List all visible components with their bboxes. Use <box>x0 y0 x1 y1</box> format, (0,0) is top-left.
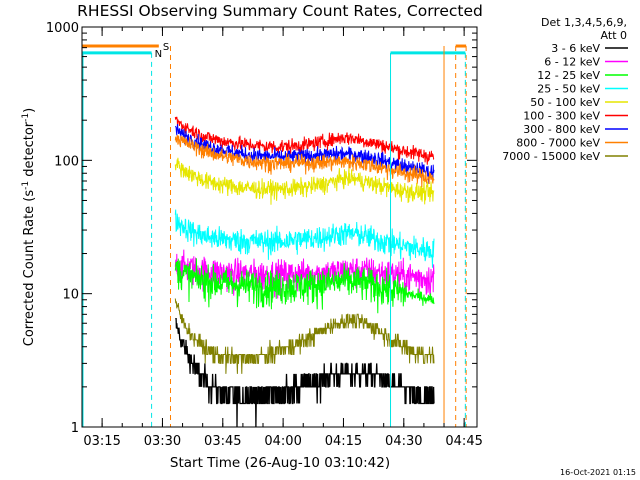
x-tick-label: 03:30 <box>144 434 181 449</box>
y-tick-label: 100 <box>54 154 79 169</box>
legend-header: Att 0 <box>601 29 627 42</box>
series-line-25-50kev <box>174 209 435 268</box>
legend-header: Det 1,3,4,5,6,9, <box>541 16 627 29</box>
legend-entry-label: 3 - 6 keV <box>551 42 600 55</box>
y-axis-label: Corrected Count Rate (s-1 detector-1) <box>21 108 37 346</box>
y-tick-label: 1 <box>71 421 79 436</box>
series-line-7000-15000kev <box>174 298 435 374</box>
chart-title: RHESSI Observing Summary Count Rates, Co… <box>77 2 483 20</box>
legend-entry-label: 300 - 800 keV <box>523 123 600 136</box>
trace-layer <box>174 116 435 428</box>
x-tick-label: 04:15 <box>325 434 362 449</box>
legend-entry-label: 7000 - 15000 keV <box>502 150 600 163</box>
x-axis-label: Start Time (26-Aug-10 03:10:42) <box>170 455 390 471</box>
legend-entry-label: 100 - 300 keV <box>523 110 600 123</box>
x-tick-label: 04:00 <box>264 434 301 449</box>
legend-entry-label: 800 - 7000 keV <box>516 137 600 150</box>
s-flag-label: S <box>163 42 169 53</box>
legend-entry-label: 12 - 25 keV <box>537 69 600 82</box>
x-tick-label: 04:45 <box>445 434 482 449</box>
y-tick-label: 1000 <box>46 21 79 36</box>
x-tick-label: 03:15 <box>83 434 120 449</box>
legend-entry-label: 25 - 50 keV <box>537 83 600 96</box>
legend-entry-label: 50 - 100 keV <box>530 96 600 109</box>
y-tick-label: 10 <box>62 288 79 303</box>
footer-date: 16-Oct-2021 01:15 <box>560 468 636 477</box>
y-axis: 1 10 100 1000 <box>46 21 477 436</box>
plot-frame <box>81 26 478 428</box>
x-tick-label: 04:30 <box>385 434 422 449</box>
marker-layer: SN <box>82 42 467 427</box>
x-tick-label: 03:45 <box>204 434 241 449</box>
legend-entry-label: 6 - 12 keV <box>544 56 600 69</box>
n-flag-label: N <box>155 49 162 60</box>
x-axis: 03:15 03:30 03:45 04:00 04:15 04:30 04:45 <box>83 27 483 449</box>
